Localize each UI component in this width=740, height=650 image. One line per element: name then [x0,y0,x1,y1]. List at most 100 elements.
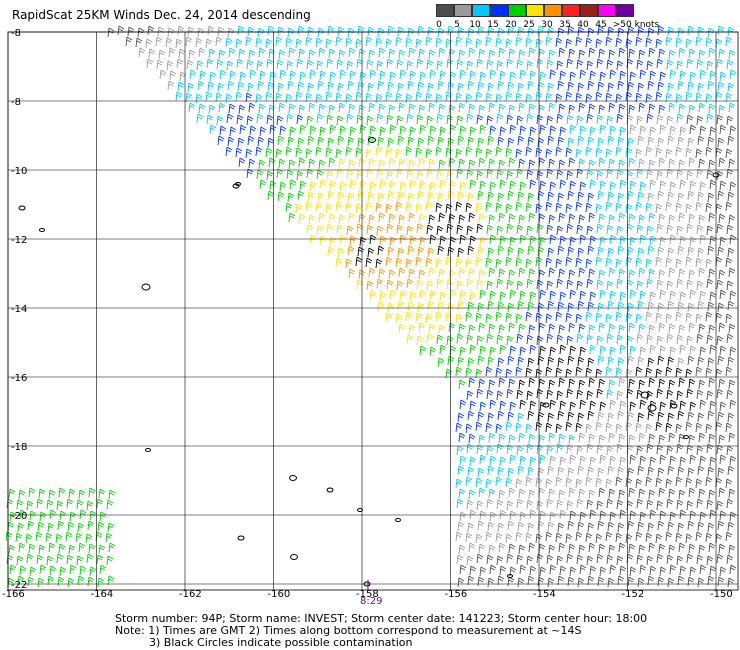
wind-barb [68,544,76,555]
wind-barb [345,202,353,213]
wind-barb [598,487,606,498]
wind-barb [246,115,254,126]
wind-barb [365,148,373,159]
wind-barb [576,224,584,235]
wind-barb [586,225,594,236]
wind-barb [16,555,24,566]
wind-barb [667,577,675,588]
wind-barb [478,434,486,445]
wind-barb [627,190,635,201]
wind-barb [577,577,585,588]
wind-barb [577,465,585,476]
wind-barb [587,575,595,586]
wind-barb [395,257,403,268]
wind-barb [436,278,444,289]
wind-barb [516,59,524,70]
wind-barb [488,323,496,334]
wind-barb [637,82,645,93]
wind-barb [399,69,407,80]
wind-barb [487,135,495,146]
time-mark: 8:29 [360,596,383,607]
wind-barb [245,148,253,159]
wind-barb [615,532,623,543]
wind-barb [595,91,603,102]
wind-barb [708,47,716,58]
wind-barb [466,225,474,236]
wind-barb [256,169,264,180]
wind-barb [627,411,635,422]
wind-barb [617,245,625,256]
wind-barb [289,179,297,190]
wind-barb [526,499,534,510]
wind-barb [477,25,485,36]
wind-barb [407,136,415,147]
wind-barb [259,179,267,190]
wind-barb [607,356,615,367]
wind-barb [548,544,556,555]
wind-barb [506,388,514,399]
wind-barb [306,224,314,235]
wind-barb [608,49,616,60]
wind-barb [688,213,696,224]
wind-barb [278,49,286,60]
longitude-label: -166 [2,589,25,600]
wind-barb [328,48,336,59]
wind-barb [295,147,303,158]
wind-barb [487,247,495,258]
wind-barb [487,82,495,93]
wind-barb [597,467,605,478]
wind-barb [678,47,686,58]
wind-barb [435,311,443,322]
wind-barb [717,411,725,422]
wind-barb [586,555,594,566]
wind-barb [548,49,556,60]
wind-barb [685,38,693,49]
wind-barb [715,256,723,267]
wind-barb [728,379,736,390]
wind-barb [195,37,203,48]
wind-barb [685,147,693,158]
wind-barb [648,47,656,58]
wind-barb [99,511,107,522]
scale-label: 20 [505,20,517,30]
wind-barb [468,268,476,279]
wind-barb [475,203,483,214]
wind-barb [27,520,35,531]
wind-barb [509,401,517,412]
wind-barb [528,212,536,223]
wind-barb [617,522,625,533]
wind-barb [725,366,733,377]
wind-barb [559,126,567,137]
wind-barb [619,344,627,355]
wind-barb [408,47,416,58]
wind-barb [656,114,664,125]
wind-barb [675,476,683,487]
wind-barb [426,280,434,291]
wind-barb [675,311,683,322]
wind-barb [647,245,655,256]
wind-barb [516,498,524,509]
wind-barb [489,346,497,357]
wind-barb [458,488,466,499]
wind-barb [508,48,516,59]
wind-barb [505,421,513,432]
wind-barb [497,136,505,147]
wind-barb [646,499,654,510]
wind-barb [245,36,253,47]
wind-barb [539,566,547,577]
wind-barb [599,180,607,191]
wind-barb [579,125,587,136]
island-outline [326,487,334,493]
wind-barb [569,566,577,577]
wind-barb [456,224,464,235]
wind-barb [305,148,313,159]
wind-barb [646,60,654,71]
wind-barb [555,146,563,157]
wind-barb [429,125,437,136]
wind-barb [565,38,573,49]
wind-barb [228,47,236,58]
island-outline [18,205,26,211]
wind-barb [488,544,496,555]
wind-barb [698,323,706,334]
wind-barb [516,224,524,235]
